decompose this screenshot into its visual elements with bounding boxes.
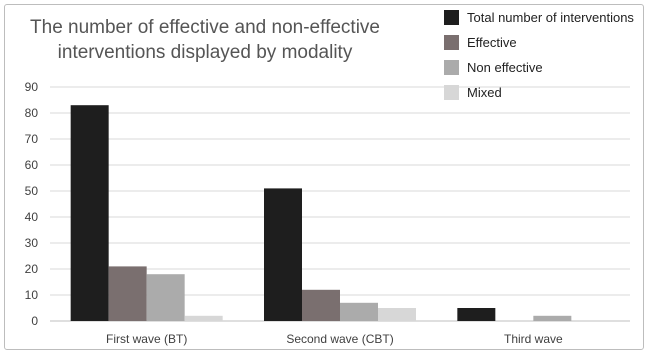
legend-swatch bbox=[444, 10, 459, 25]
y-tick-label: 90 bbox=[25, 80, 39, 94]
y-tick-label: 60 bbox=[25, 158, 39, 172]
legend-swatch bbox=[444, 35, 459, 50]
chart-title: The number of effective and non-effectiv… bbox=[30, 17, 380, 63]
bar-effective-0 bbox=[108, 266, 147, 321]
bar-total-number-of-interventions-0 bbox=[70, 105, 109, 321]
y-tick-label: 10 bbox=[25, 288, 39, 302]
legend-label: Total number of interventions bbox=[467, 10, 634, 25]
y-tick-label: 40 bbox=[25, 210, 39, 224]
y-tick-label: 30 bbox=[25, 236, 39, 250]
chart-title-line-2: interventions displayed by modality bbox=[58, 42, 353, 63]
legend-swatch bbox=[444, 60, 459, 75]
x-category-label: First wave (BT) bbox=[106, 332, 187, 346]
chart-title-line-1: The number of effective and non-effectiv… bbox=[30, 17, 380, 38]
legend-item: Mixed bbox=[444, 85, 502, 100]
legend-label: Effective bbox=[467, 35, 517, 50]
bar-mixed-0 bbox=[184, 315, 223, 321]
y-tick-label: 20 bbox=[25, 262, 39, 276]
y-axis-ticks: 0 10 20 30 40 50 60 70 80 90 bbox=[25, 80, 39, 328]
y-tick-label: 80 bbox=[25, 106, 39, 120]
legend-item: Effective bbox=[444, 35, 517, 50]
bar-non-effective-0 bbox=[146, 274, 185, 321]
x-axis-categories: First wave (BT) Second wave (CBT) Third wa… bbox=[106, 332, 563, 346]
bar-non-effective-2 bbox=[533, 315, 572, 321]
legend-label: Non effective bbox=[467, 60, 543, 75]
legend-swatch bbox=[444, 85, 459, 100]
legend-label: Mixed bbox=[467, 85, 502, 100]
bar-non-effective-1 bbox=[340, 302, 378, 321]
y-tick-label: 50 bbox=[25, 184, 39, 198]
bar-total-number-of-interventions-1 bbox=[264, 188, 302, 321]
y-tick-label: 0 bbox=[31, 314, 38, 328]
x-category-label: Third wave bbox=[504, 332, 563, 346]
bar-mixed-1 bbox=[378, 308, 416, 321]
bar-total-number-of-interventions-2 bbox=[457, 308, 496, 321]
legend-item: Non effective bbox=[444, 60, 543, 75]
legend: Total number of interventions Effective No… bbox=[444, 10, 634, 100]
x-category-label: Second wave (CBT) bbox=[286, 332, 393, 346]
bars bbox=[70, 105, 572, 321]
legend-item: Total number of interventions bbox=[444, 10, 634, 25]
bar-effective-1 bbox=[302, 289, 340, 321]
y-tick-label: 70 bbox=[25, 132, 39, 146]
